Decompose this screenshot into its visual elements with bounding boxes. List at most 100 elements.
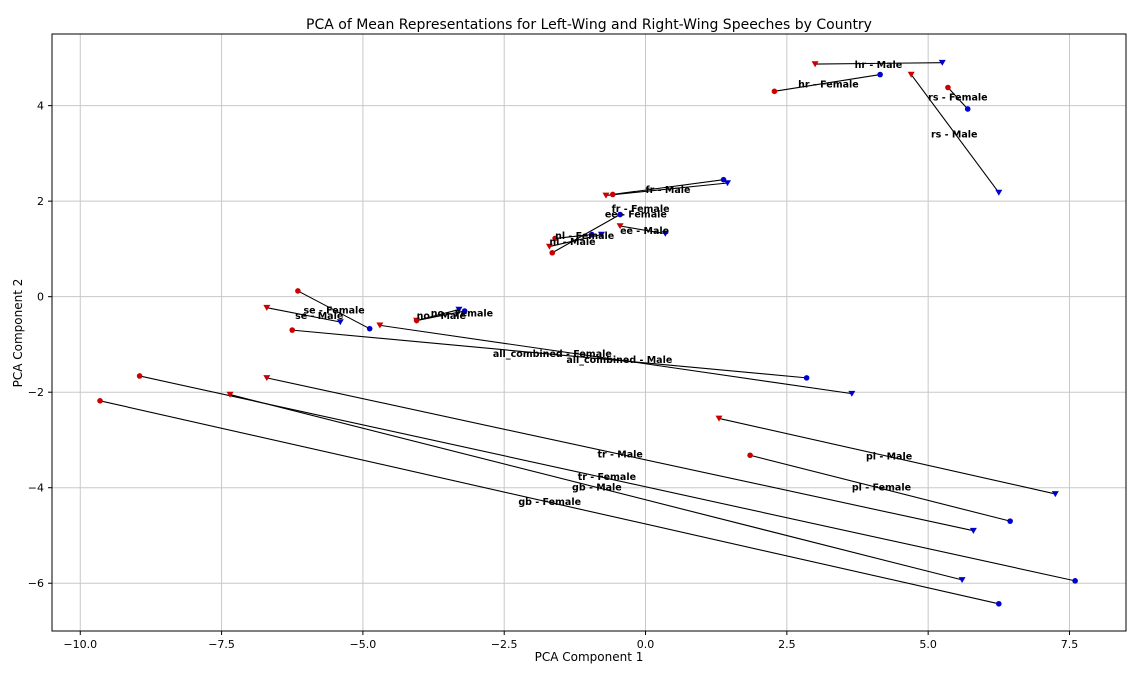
x-tick-label: 2.5 [778,638,796,651]
grid-layer [52,34,1126,631]
pair-label: tr - Female [578,472,636,483]
pair-connector-line [139,375,1076,582]
x-tick-label: −7.5 [208,638,235,651]
pair-connector-line [947,87,969,110]
left-male-point [545,243,553,250]
x-tick-label: −5.0 [350,638,377,651]
right-male-point [597,231,605,238]
pair-connector-line [749,454,1011,522]
pair-label: pl - Female [852,483,911,494]
right-female-point [803,375,810,381]
x-tick-label: −10.0 [63,638,97,651]
right-female-point [366,325,373,332]
left-male-point [715,415,723,422]
pair-connector-line [605,182,728,196]
pair-label: se - Male [295,311,343,322]
pair-connector-line [99,400,999,605]
right-female-point [617,211,623,218]
pair-connector-line [379,324,852,395]
right-female-point [461,308,468,314]
pair-connector-line [612,179,724,196]
data-points [97,59,1078,607]
chart-title: PCA of Mean Representations for Left-Win… [306,17,872,33]
left-male-point [263,304,271,311]
pair-label: hr - Male [855,60,903,71]
pair-connector-line [910,74,1000,193]
pair-connector-line [555,234,592,239]
left-male-point [602,192,610,199]
x-tick-label: 0.0 [637,638,655,651]
right-male-point [848,390,856,397]
left-female-point [136,373,143,379]
pair-connector-line [774,74,881,92]
pair-label: nl - Male [549,237,595,248]
x-tick-label: 7.5 [1061,638,1079,651]
left-female-point [771,88,778,95]
right-male-point [995,189,1003,196]
right-male-point [938,59,946,66]
pair-label: fr - Female [612,204,670,215]
left-male-point [811,61,819,68]
left-male-point [376,322,384,329]
pair-connector-line [266,307,341,323]
left-male-point [263,375,271,382]
pair-label: se - Female [304,306,365,317]
left-male-point [226,391,234,398]
pair-connector-line [297,290,370,330]
pair-label: gb - Male [572,483,622,494]
pair-connector-line [266,377,974,532]
plot-frame [51,33,1127,632]
point-annotations: hr - Male hr - Female rs - Female rs - Male… [295,60,988,508]
right-female-point [720,176,727,183]
connector-lines [99,62,1076,605]
y-tick-label: −4 [28,482,44,495]
left-female-point [549,249,556,256]
right-female-point [964,106,971,112]
right-male-point [958,577,966,584]
right-male-point [723,180,731,187]
pair-label: gb - Female [518,497,581,508]
pair-label: rs - Male [931,129,977,140]
left-male-point [616,223,624,230]
pair-connector-line [229,394,963,581]
left-female-point [295,288,301,294]
pair-label: no - Male [417,311,466,322]
pair-label: fr - Male [646,185,691,196]
pair-connector-line [815,62,943,65]
left-female-point [945,84,951,91]
left-female-point [552,235,558,242]
right-female-point [1007,518,1013,524]
right-male-point [336,319,344,326]
x-tick-label: 5.0 [919,638,937,651]
pair-label: all_combined - Female [493,349,612,360]
pair-label: pl - Male [866,452,912,463]
x-axis-label: PCA Component 1 [535,650,644,664]
y-tick-label: 4 [37,100,44,113]
y-tick-label: 2 [37,195,44,208]
y-tick-label: −2 [28,386,44,399]
axis-ticks: −10.0 −7.5 −5.0 −2.5 0.0 2.5 5.0 7.5 −6 −4 −2 0 2 4 [28,100,1078,651]
pair-connector-line [619,225,666,235]
right-female-point [877,71,883,78]
left-male-point [413,317,421,324]
right-male-point [455,306,463,313]
right-female-point [1072,578,1078,584]
left-female-point [609,191,616,198]
pair-label: ee - Female [605,210,667,221]
right-female-point [996,600,1002,607]
pair-label: nl - Female [555,231,614,242]
right-female-point [589,231,595,238]
pair-connector-line [292,329,807,379]
right-male-point [969,527,977,534]
y-tick-label: 0 [37,291,44,304]
left-male-point [907,71,915,78]
pair-label: ee - Male [620,226,669,237]
y-axis-label: PCA Component 2 [11,279,25,388]
right-male-point [1051,491,1059,498]
pair-connector-line [551,214,621,254]
left-female-point [97,397,103,404]
pair-connector-line [416,309,460,322]
y-tick-label: −6 [28,577,44,590]
